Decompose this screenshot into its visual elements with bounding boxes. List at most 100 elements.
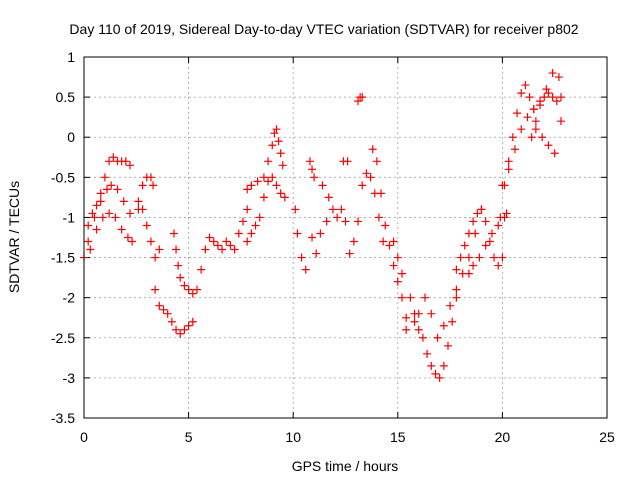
data-point (372, 157, 381, 166)
data-point (259, 193, 268, 202)
data-point (276, 149, 285, 158)
series-track-w (498, 69, 563, 190)
data-point (138, 181, 147, 190)
x-tick-label: 15 (390, 429, 406, 445)
y-tick-label: -2.5 (51, 330, 75, 346)
data-point (485, 237, 494, 246)
data-point (548, 69, 557, 78)
data-point (103, 185, 112, 194)
data-point (278, 161, 287, 170)
data-point (464, 229, 473, 238)
data-point (96, 189, 105, 198)
series-track-u (464, 209, 511, 278)
axis-ticks (83, 56, 608, 419)
data-point (473, 209, 482, 218)
data-point (464, 253, 473, 262)
data-point (201, 245, 210, 254)
data-point (414, 309, 423, 318)
data-point (477, 205, 486, 214)
data-point (90, 213, 99, 222)
data-point (456, 253, 465, 262)
data-point (297, 253, 306, 262)
data-point (496, 213, 505, 222)
series-track-e (134, 197, 164, 262)
data-point (464, 269, 473, 278)
data-point (243, 205, 252, 214)
chart-title: Day 110 of 2019, Sidereal Day-to-day VTE… (69, 21, 578, 37)
y-tick-label: -1.5 (51, 250, 75, 266)
data-point (502, 209, 511, 218)
data-point (362, 169, 371, 178)
data-point (402, 313, 411, 322)
series-track-k (243, 173, 268, 194)
x-tick-label: 0 (80, 429, 88, 445)
series-track-d (134, 173, 158, 214)
y-axis-label: SDTVAR / TECUs (6, 181, 22, 293)
data-point (312, 249, 321, 258)
data-point (113, 185, 122, 194)
data-point (251, 221, 260, 230)
data-point (521, 81, 530, 90)
data-point (188, 289, 197, 298)
data-point (475, 253, 484, 262)
data-point (393, 277, 402, 286)
data-point (397, 293, 406, 302)
data-point (368, 145, 377, 154)
data-point (308, 165, 317, 174)
data-point (469, 261, 478, 270)
data-point (107, 181, 116, 190)
series-track-j (264, 125, 287, 170)
data-point (169, 229, 178, 238)
series-track-h (197, 205, 252, 274)
data-point (264, 157, 273, 166)
series-track-m (305, 157, 352, 202)
data-point (379, 237, 388, 246)
data-point (523, 113, 532, 122)
data-point (176, 273, 185, 282)
y-tick-label: -0.5 (51, 169, 75, 185)
data-point (84, 237, 93, 246)
data-point (172, 245, 181, 254)
data-point (222, 237, 231, 246)
data-point (552, 97, 561, 106)
data-point (293, 229, 302, 238)
data-point (548, 93, 557, 102)
data-point (452, 285, 461, 294)
series-track-t (452, 205, 507, 274)
data-point (544, 89, 553, 98)
data-point (531, 125, 540, 134)
data-point (280, 193, 289, 202)
data-point (259, 173, 268, 182)
data-point (247, 181, 256, 190)
data-point (517, 89, 526, 98)
data-point (213, 241, 222, 250)
data-point (538, 133, 547, 142)
data-point (247, 229, 256, 238)
data-point (397, 269, 406, 278)
data-point (542, 85, 551, 94)
series-track-r (406, 293, 461, 382)
data-point (86, 245, 95, 254)
data-point (146, 173, 155, 182)
data-point (381, 221, 390, 230)
series-track-i (243, 173, 289, 246)
data-point (498, 181, 507, 190)
plot-frame (83, 56, 608, 419)
y-tick-label: -2 (63, 290, 76, 306)
data-point (328, 205, 337, 214)
tick-labels: -3.5-3-2.5-2-1.5-1-0.500.510 5 10 15 20 25 (51, 49, 615, 445)
data-point (305, 157, 314, 166)
data-point (316, 229, 325, 238)
data-point (96, 197, 105, 206)
y-tick-label: 0.5 (56, 89, 76, 105)
data-point (517, 125, 526, 134)
data-point (88, 209, 97, 218)
data-point (301, 265, 310, 274)
data-point (452, 293, 461, 302)
data-point (119, 197, 128, 206)
data-point (128, 237, 137, 246)
data-point (184, 285, 193, 294)
data-point (234, 229, 243, 238)
series-track-a (80, 153, 135, 262)
x-axis-label: GPS time / hours (292, 458, 399, 474)
